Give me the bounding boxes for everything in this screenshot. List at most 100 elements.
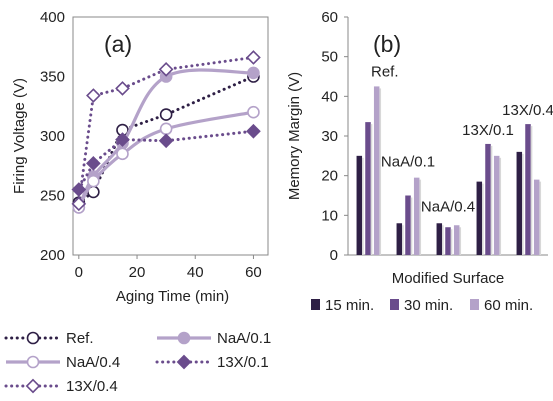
data-point-13x-0-4 [115,81,130,96]
data-point-naa-0-4 [159,122,173,136]
y-tick-label-a: 400 [40,9,65,26]
legend-swatch-marker [176,354,192,370]
series-13x-0-1 [71,123,261,197]
category-group-13x-0-1: 13X/0.1 [462,122,514,255]
panel-label-b: (b) [373,31,401,57]
plot-frame-a [72,16,269,256]
legend-label: 60 min. [484,297,533,314]
data-point-13x-0-1 [115,132,130,147]
legend-item-naa-0-1: NaA/0.1 [157,330,271,347]
bar-13x-0-1-15-min [476,181,483,255]
data-point-ref [159,108,173,121]
x-tick-label-a: 20 [129,264,146,281]
data-point-13x-0-1 [158,133,174,149]
x-tick-label-a: 40 [187,264,204,281]
legend-label: 15 min. [325,297,374,314]
x-axis-title-a: Aging Time (min) [116,288,229,305]
data-point-naa-0-1 [247,66,260,80]
data-point-naa-0-4 [247,105,260,119]
data-point-13x-0-4 [158,62,174,77]
panel-a: 200 250 300 350 400 0 20 40 60 Aging Time (min) Fi… [11,9,269,305]
legend-label: Ref. [66,330,94,347]
x-tick-label-a: 60 [245,264,262,281]
category-label-13x-0-4: 13X/0.4 [502,102,553,119]
data-point-13x-0-1 [86,156,101,171]
bar-13x-0-4-60-min [533,179,540,255]
y-tick-label-b: 40 [321,88,338,105]
legend-item-30-min: 30 min. [390,297,453,314]
legend-a: Ref. NaA/0.1 NaA/0.4 13X/0.1 13X/0.4 [4,330,271,395]
category-label-naa-0-1: NaA/0.1 [381,154,435,171]
data-point-naa-0-4 [116,147,129,161]
panel-b: 0 10 20 30 40 50 60 Memory Margin (V) Modified S… [286,9,553,287]
y-tick-label-a: 200 [40,247,65,264]
bar-naa-0-1-15-min [396,223,403,255]
bar-13x-0-1-60-min [493,155,500,255]
bar-shadow [539,181,542,255]
legend-item-13x-0-1: 13X/0.1 [155,354,269,371]
legend-label: 30 min. [404,297,453,314]
bar-shadow [530,126,533,255]
data-point-13x-0-1 [246,123,261,139]
bar-13x-0-1-30-min [485,143,491,255]
y-tick-label-b: 10 [321,207,338,224]
legend-swatch-marker [177,331,191,345]
y-tick-label-b: 0 [330,247,338,264]
category-group-ref: Ref. [356,63,399,256]
bar-shadow [482,183,484,255]
x-axis-title-b: Modified Surface [392,270,505,287]
y-tick-label-b: 20 [321,168,338,185]
y-axis-title-b: Memory Margin (V) [286,72,303,200]
bar-shadow [362,157,364,255]
data-point-naa-0-4 [87,174,100,188]
legend-label: 13X/0.1 [217,354,269,371]
bar-shadow [490,145,493,255]
legend-swatch-marker [26,355,40,369]
y-tick-label-b: 30 [321,128,338,145]
panel-label-a: (a) [104,31,132,57]
y-tick-label-a: 250 [40,188,65,205]
legend-item-15-min: 15 min. [311,297,374,314]
legend-swatch-marker [26,331,40,345]
legend-item-ref: Ref. [4,330,94,347]
bar-13x-0-4-30-min [525,124,531,255]
x-tick-label-a: 0 [75,264,83,281]
bar-naa-0-4-60-min [453,225,460,255]
legend-label: NaA/0.1 [217,330,271,347]
bar-naa-0-4-30-min [445,227,451,255]
bar-shadow [402,225,404,255]
legend-label: NaA/0.4 [66,354,120,371]
series-13x-0-4 [71,50,261,212]
legend-item-naa-0-4: NaA/0.4 [6,354,120,371]
bar-shadow [379,88,382,256]
bar-ref-60-min [373,86,380,256]
data-point-13x-0-4 [246,50,261,65]
bar-shadow [499,157,502,255]
bar-shadow [522,153,524,255]
bar-shadow [442,225,444,255]
data-point-13x-0-4 [71,196,87,212]
category-label-ref: Ref. [371,63,399,80]
legend-item-13x-0-4: 13X/0.4 [4,378,118,395]
bar-shadow [410,197,413,255]
legend-b: 15 min. 30 min. 60 min. [311,297,533,314]
bar-shadow [419,179,422,255]
legend-item-60-min: 60 min. [470,297,533,314]
legend-swatch-marker [25,378,41,394]
bar-shadow [450,229,453,255]
bar-naa-0-1-30-min [405,195,411,255]
bar-shadow [370,124,373,255]
legend-swatch [390,299,399,310]
y-tick-label-b: 60 [321,9,338,26]
bar-naa-0-1-60-min [413,177,420,255]
category-label-naa-0-4: NaA/0.4 [421,198,475,215]
bar-naa-0-4-15-min [436,223,443,255]
category-label-13x-0-1: 13X/0.1 [462,122,514,139]
category-group-naa-0-4: NaA/0.4 [421,198,475,255]
category-group-13x-0-4: 13X/0.4 [502,102,553,255]
data-point-13x-0-4 [86,88,101,103]
legend-label: 13X/0.4 [66,378,118,395]
legend-swatch [470,299,479,310]
